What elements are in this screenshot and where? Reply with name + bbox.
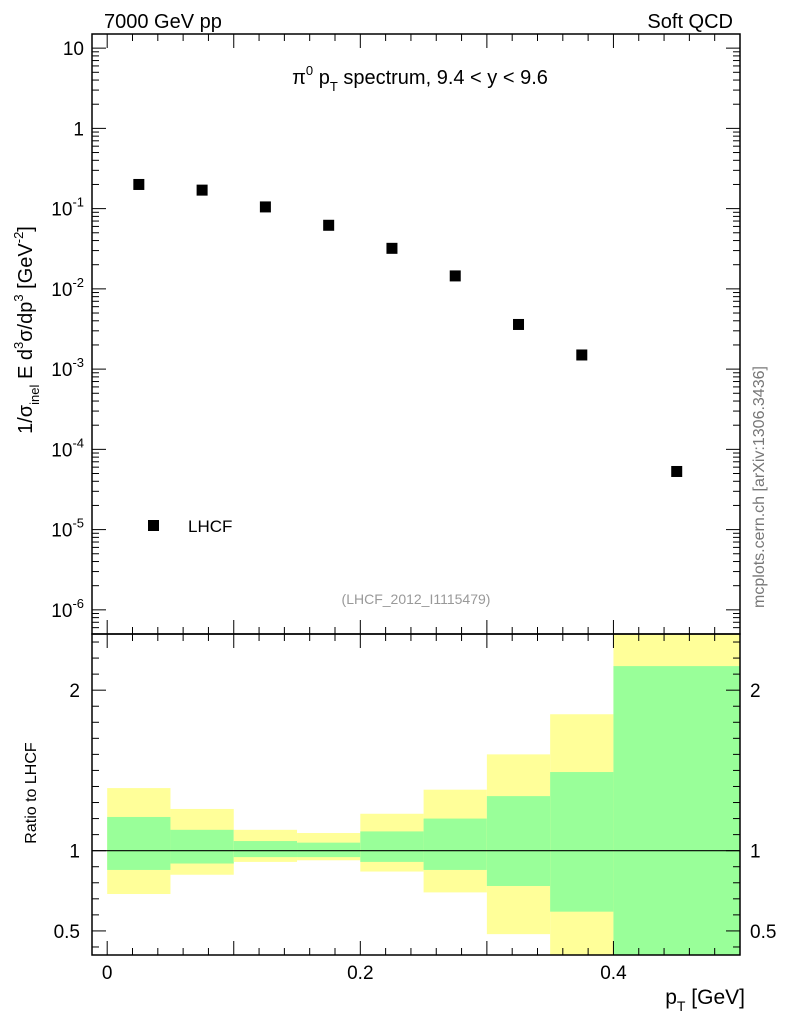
x-axis-label: pT [GeV]: [665, 986, 745, 1014]
upper-y-tick-label: 10-3: [51, 355, 84, 381]
lower-plot-frame: [91, 633, 741, 956]
analysis-annotation: (LHCF_2012_I1115479): [342, 591, 491, 607]
header-right: Soft QCD: [647, 11, 733, 33]
data-point: [513, 318, 525, 330]
data-markers: [133, 178, 683, 477]
data-point: [259, 201, 271, 213]
header-left: 7000 GeV pp: [104, 11, 222, 33]
ratio-band-green: [107, 816, 171, 870]
data-point: [196, 184, 208, 196]
ratio-band-green: [233, 841, 298, 858]
lower-y-tick-label: 0.5: [54, 922, 80, 943]
lower-y-tick-label-right: 2: [750, 681, 761, 702]
upper-y-tick-label: 10-5: [51, 516, 84, 542]
upper-y-tick-label: 10-1: [51, 195, 84, 221]
upper-y-tick-label: 10: [63, 39, 84, 60]
x-tick-label: 0.4: [600, 963, 627, 984]
legend-label: LHCF: [188, 517, 232, 536]
ratio-band-green: [423, 818, 487, 870]
ratio-bands: [107, 634, 740, 955]
data-point: [323, 219, 335, 231]
x-tick-label: 0: [102, 963, 113, 984]
lower-y-axis-label: Ratio to LHCF: [23, 742, 40, 844]
plot-title: π0 pT spectrum, 9.4 < y < 9.6: [292, 63, 548, 94]
x-tick-label: 0.2: [347, 963, 373, 984]
upper-y-axis-label: 1/σinel E d3σ/dp3 [GeV-2]: [11, 226, 42, 434]
upper-plot-frame: [91, 33, 741, 635]
data-point: [671, 465, 683, 477]
data-point: [386, 242, 398, 254]
lower-y-tick-label-right: 0.5: [750, 922, 776, 943]
ratio-band-green: [613, 666, 740, 955]
upper-y-ticks: 10-6 10-5 10-4 10-3 10-2 10-1 1 10: [51, 39, 740, 635]
ratio-band-green: [360, 831, 424, 862]
upper-y-tick-label: 10-4: [51, 435, 84, 461]
data-point: [449, 270, 461, 282]
ratio-band-green: [486, 796, 551, 886]
upper-y-tick-label: 1: [73, 119, 84, 140]
legend-marker: [148, 520, 159, 531]
data-point: [133, 178, 145, 190]
upper-y-tick-label: 10-2: [51, 275, 84, 301]
side-label: mcplots.cern.ch [arXiv:1306.3436]: [751, 366, 768, 608]
data-point: [576, 349, 588, 361]
plot-frames: [91, 33, 741, 956]
lower-y-tick-label: 2: [69, 681, 80, 702]
ratio-band-green: [170, 829, 234, 864]
ratio-band-green: [550, 772, 614, 912]
lower-ticks: 0 0.2 0.4 0.5 0.5 1 1 2 2: [54, 34, 776, 984]
lower-y-tick-label: 1: [69, 842, 80, 863]
upper-y-tick-label: 10-6: [51, 596, 84, 622]
lower-y-tick-label-right: 1: [750, 842, 761, 863]
ratio-band-green: [297, 842, 361, 858]
